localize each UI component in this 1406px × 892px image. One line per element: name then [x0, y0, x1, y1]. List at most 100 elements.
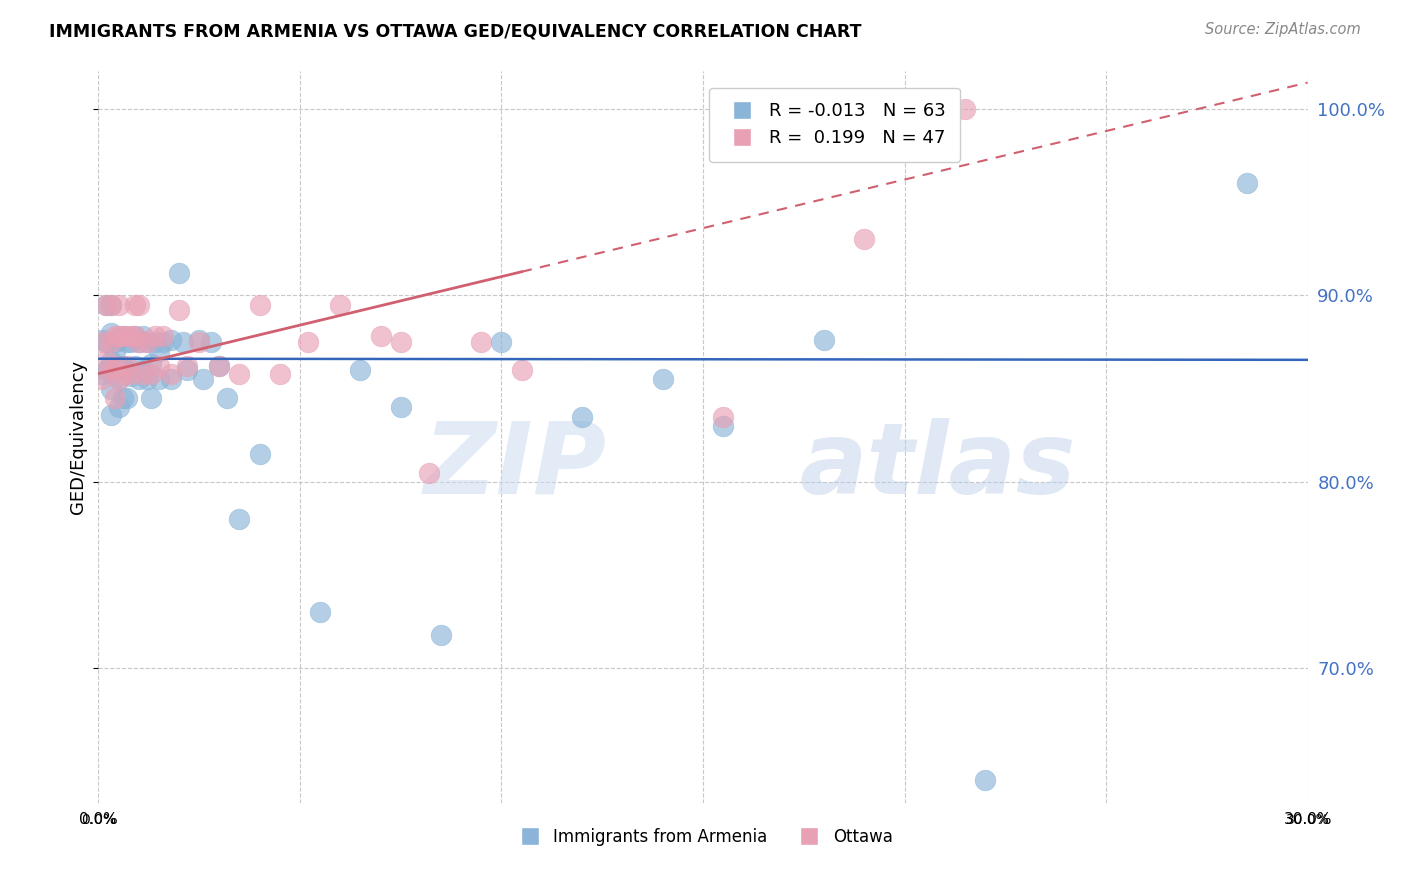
Point: [1236, 177, 1258, 191]
Point: [100, 297, 122, 311]
Point: [193, 372, 215, 386]
Point: [128, 334, 150, 349]
Point: [100, 297, 122, 311]
Point: [167, 266, 190, 280]
Point: [128, 297, 150, 311]
Point: [100, 382, 122, 396]
Point: [124, 297, 146, 311]
Point: [128, 334, 150, 349]
Point: [96, 297, 118, 311]
Point: [711, 418, 734, 433]
Point: [91, 333, 114, 347]
Point: [124, 359, 146, 374]
Point: [135, 334, 157, 349]
Point: [160, 367, 183, 381]
Point: [107, 333, 129, 347]
Point: [111, 329, 134, 343]
Point: [132, 363, 155, 377]
Point: [143, 334, 166, 349]
Point: [107, 297, 129, 311]
Point: [103, 344, 125, 359]
Point: [115, 359, 138, 374]
Point: [491, 334, 513, 349]
Point: [115, 334, 138, 349]
Point: [470, 334, 492, 349]
Point: [249, 447, 271, 461]
Point: [103, 329, 125, 343]
Point: [160, 372, 183, 386]
Point: [418, 466, 440, 480]
Text: IMMIGRANTS FROM ARMENIA VS OTTAWA GED/EQUIVALENCY CORRELATION CHART: IMMIGRANTS FROM ARMENIA VS OTTAWA GED/EQ…: [49, 22, 862, 40]
Point: [148, 344, 170, 359]
Point: [107, 372, 129, 386]
Point: [107, 329, 129, 343]
Point: [100, 408, 122, 422]
Text: ZIP: ZIP: [423, 417, 606, 515]
Point: [309, 606, 332, 620]
Point: [91, 367, 114, 381]
Point: [148, 372, 170, 386]
Point: [103, 359, 125, 374]
Y-axis label: GED/Equivalency: GED/Equivalency: [69, 360, 87, 514]
Point: [389, 401, 412, 415]
Point: [974, 773, 997, 788]
Point: [651, 372, 673, 386]
Point: [389, 334, 412, 349]
Point: [111, 329, 134, 343]
Point: [188, 334, 211, 349]
Point: [139, 367, 162, 381]
Point: [96, 297, 118, 311]
Point: [96, 363, 118, 377]
Point: [176, 359, 198, 374]
Point: [135, 372, 157, 386]
Text: 30.0%: 30.0%: [1284, 812, 1331, 827]
Point: [132, 329, 155, 343]
Point: [103, 363, 125, 377]
Text: atlas: atlas: [800, 417, 1076, 515]
Point: [139, 391, 162, 405]
Point: [208, 359, 231, 374]
Point: [111, 359, 134, 374]
Point: [711, 409, 734, 424]
Point: [172, 334, 194, 349]
Point: [217, 391, 239, 405]
Point: [953, 102, 976, 116]
Point: [135, 334, 157, 349]
Point: [152, 334, 174, 349]
Point: [120, 329, 142, 343]
Point: [571, 409, 593, 424]
Point: [107, 359, 129, 374]
Point: [160, 333, 183, 347]
Point: [188, 333, 211, 347]
Point: [107, 401, 129, 415]
Point: [103, 359, 125, 374]
Legend: Immigrants from Armenia, Ottawa: Immigrants from Armenia, Ottawa: [506, 822, 900, 853]
Point: [124, 329, 146, 343]
Point: [96, 353, 118, 368]
Text: Source: ZipAtlas.com: Source: ZipAtlas.com: [1205, 22, 1361, 37]
Point: [120, 368, 142, 383]
Point: [228, 367, 250, 381]
Point: [120, 334, 142, 349]
Point: [813, 333, 835, 347]
Point: [329, 297, 352, 311]
Point: [91, 334, 114, 349]
Point: [128, 372, 150, 386]
Point: [200, 334, 222, 349]
Point: [103, 391, 125, 405]
Point: [91, 372, 114, 386]
Point: [115, 363, 138, 377]
Point: [96, 334, 118, 349]
Point: [115, 391, 138, 405]
Point: [249, 297, 271, 311]
Point: [208, 359, 231, 374]
Point: [100, 353, 122, 368]
Point: [100, 334, 122, 349]
Point: [152, 329, 174, 343]
Point: [269, 367, 291, 381]
Point: [111, 391, 134, 405]
Point: [370, 329, 392, 343]
Point: [103, 334, 125, 349]
Point: [228, 512, 250, 526]
Point: [132, 367, 155, 381]
